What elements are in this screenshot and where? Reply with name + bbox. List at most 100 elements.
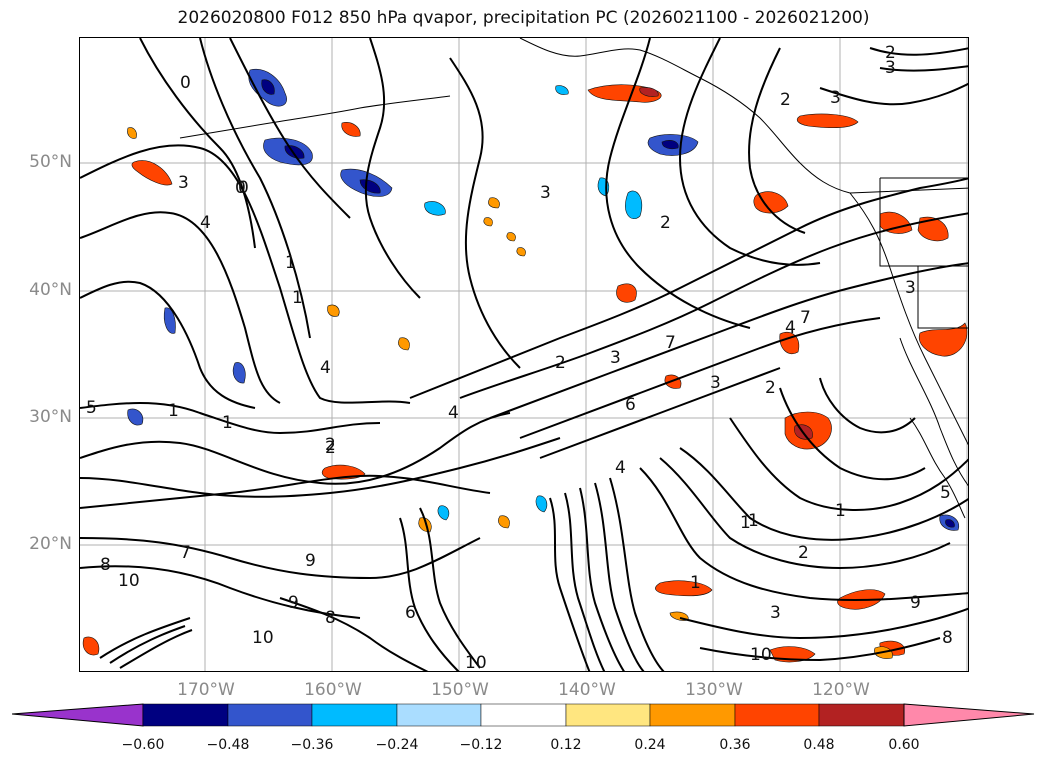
precip-patch	[498, 515, 510, 529]
contour-line	[579, 487, 625, 671]
contour-label: 8	[325, 608, 336, 628]
precip-patch	[483, 217, 493, 227]
contour-label: 4	[615, 458, 626, 478]
contour-label: 3	[770, 603, 781, 623]
lon-label-160w: 160°W	[304, 680, 362, 700]
precip-patch	[424, 201, 446, 216]
colorbar-bin	[649, 703, 736, 727]
contour-line	[819, 377, 916, 434]
contour-line	[519, 317, 881, 439]
map-title: 2026020800 F012 850 hPa qvapor, precipit…	[177, 8, 870, 28]
contour-line	[609, 477, 665, 671]
colorbar-tick-label: −0.36	[290, 737, 334, 753]
colorbar-extend-min	[12, 703, 144, 727]
colorbar-tick-label: −0.48	[206, 737, 250, 753]
contour-label: 7	[665, 333, 676, 353]
precip-patch	[516, 247, 526, 257]
contour-label: 2	[798, 543, 809, 563]
contour-label: 1	[748, 511, 759, 531]
contour-line	[489, 262, 968, 419]
lat-label-20n: 20°N	[29, 534, 72, 554]
contour-line	[748, 47, 806, 234]
coastline-alaska	[519, 38, 968, 194]
contour-label: 6	[625, 395, 636, 415]
precip-patch	[625, 190, 643, 220]
precip-patch	[488, 197, 500, 209]
lon-label-170w: 170°W	[177, 680, 235, 700]
contour-label: 10	[750, 645, 772, 665]
contour-label: 1	[285, 253, 296, 273]
contour-label: 3	[710, 373, 721, 393]
lat-label-50n: 50°N	[29, 152, 72, 172]
colorbar	[12, 703, 1035, 727]
contour-line	[80, 412, 511, 485]
contour-label: 8	[100, 555, 111, 575]
lat-label-30n: 30°N	[29, 407, 72, 427]
colorbar-tick-label: −0.12	[459, 737, 503, 753]
contour-label: 8	[942, 628, 953, 648]
contour-labels: 2 3 0 3 4 1 1 0 4 5 1 1 2 3 4 2 3 6 7 3 …	[86, 43, 953, 671]
contour-label: 7	[800, 308, 811, 328]
contour-label: 2	[765, 378, 776, 398]
precip-patch	[555, 85, 569, 95]
contour-line	[779, 387, 926, 481]
contour-line	[364, 38, 421, 299]
contour-line	[679, 447, 968, 541]
graticule	[80, 38, 968, 671]
colorbar-tick-label: 0.12	[550, 737, 582, 753]
contour-label: 7	[180, 543, 191, 563]
contour-line	[678, 38, 821, 266]
contour-line	[80, 402, 381, 435]
contour-line	[549, 497, 591, 671]
precip-patch	[131, 160, 173, 186]
colorbar-tick-label: −0.24	[375, 737, 419, 753]
contour-line	[594, 482, 645, 671]
contour-label: 1	[168, 401, 179, 421]
contour-line	[80, 211, 281, 404]
contour-line	[699, 637, 941, 662]
colorbar-tick-label: 0.60	[888, 737, 920, 753]
contour-label: 9	[910, 593, 921, 613]
contour-label: 3	[830, 88, 841, 108]
precip-patch	[917, 216, 949, 242]
coastline-north-america	[849, 192, 968, 446]
precip-patch	[437, 505, 450, 521]
contour-line	[279, 597, 429, 671]
contour-label: 0	[238, 178, 249, 198]
contour-label: 1	[835, 501, 846, 521]
map-panel: 2 3 0 3 4 1 1 0 4 5 1 1 2 3 4 2 3 6 7 3 …	[79, 37, 969, 672]
contour-label: 3	[540, 183, 551, 203]
precip-patch	[945, 519, 955, 528]
contour-label: 1	[292, 288, 303, 308]
contour-line	[80, 474, 491, 509]
contour-label: 1	[690, 573, 701, 593]
state-border	[879, 177, 968, 329]
precip-fills	[82, 68, 968, 663]
precip-patch	[127, 127, 137, 139]
contour-label: 10	[252, 628, 274, 648]
colorbar-tick-label: 0.36	[719, 737, 751, 753]
precip-patch	[655, 580, 713, 597]
coastline-baja	[909, 417, 966, 519]
contour-line	[459, 212, 968, 399]
contour-line	[80, 437, 561, 498]
contour-line	[564, 492, 606, 671]
coastlines	[179, 38, 968, 519]
colorbar-bin	[818, 703, 905, 727]
contour-line	[419, 507, 481, 669]
precip-patch	[232, 362, 246, 384]
colorbar-extend-max	[903, 703, 1035, 727]
colorbar-tick-label: −0.60	[121, 737, 165, 753]
precip-patch	[359, 179, 381, 194]
colorbar-tick-label: 0.24	[634, 737, 666, 753]
contour-label: 2	[325, 438, 336, 458]
contour-label: 4	[448, 403, 459, 423]
lat-label-40n: 40°N	[29, 280, 72, 300]
contour-line	[605, 38, 751, 329]
precip-patch	[163, 307, 176, 334]
contour-line	[639, 467, 968, 602]
contour-line	[659, 457, 951, 570]
lon-label-130w: 130°W	[685, 680, 743, 700]
colorbar-bin	[396, 703, 482, 727]
colorbar-bin	[734, 703, 820, 727]
